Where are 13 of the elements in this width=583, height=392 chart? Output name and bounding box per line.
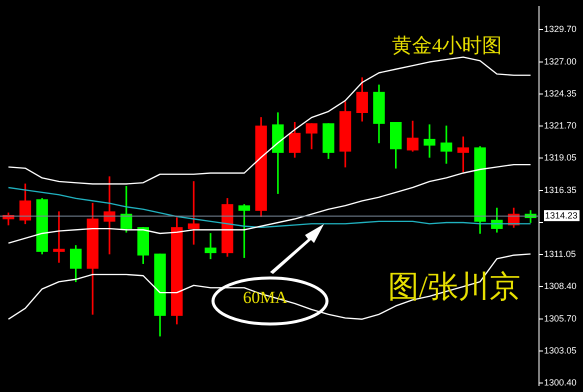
y-tick-label: 1316.35 [544,185,577,196]
y-tick-label: 1324.35 [544,88,577,98]
y-tick-label: 1308.40 [544,281,577,292]
y-tick-label: 1329.70 [544,24,577,34]
y-tick-label: 1319.05 [544,152,577,162]
y-tick-label: 1321.70 [544,120,577,130]
y-tick-label: 1305.70 [544,314,577,324]
text: 黄金4小时图 [392,34,502,59]
ref-line-label: 1314.23 [545,210,578,221]
y-tick-label: 1327.00 [544,56,577,66]
y-tick-label: 1300.40 [544,378,577,388]
y-tick-label: 1311.05 [544,249,576,260]
y-tick-label: 1303.05 [544,346,577,356]
